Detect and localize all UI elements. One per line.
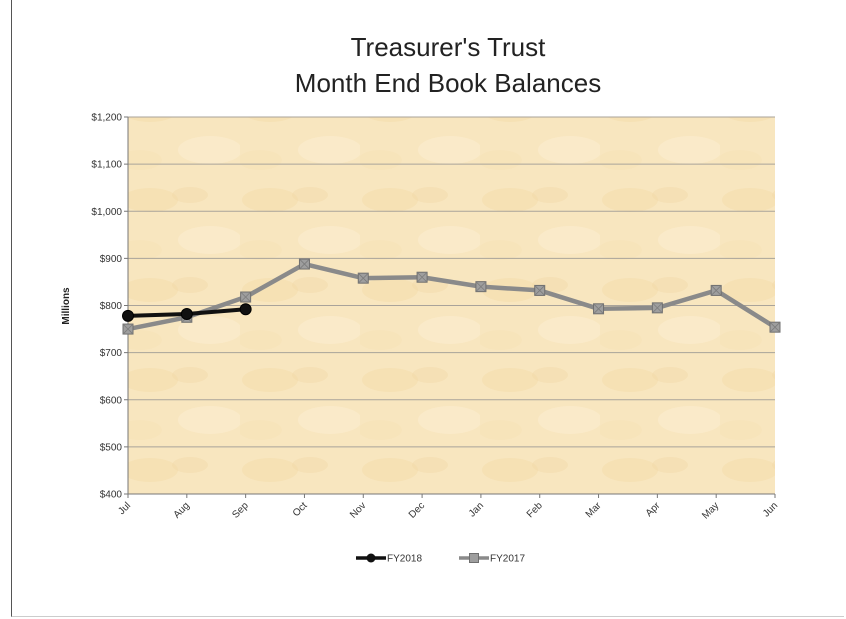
data-point-bevel [710,285,722,296]
x-tick-label: Aug [172,500,192,520]
chart-title-line-1: Treasurer's Trust [351,32,546,62]
data-point-bevel [299,258,310,270]
data-point-bevel [357,272,369,284]
x-tick-label: Jun [761,500,780,519]
data-point-bevel [593,303,604,315]
data-point-bevel [122,323,134,335]
data-point [239,303,252,316]
data-point-bevel [652,302,663,314]
legend-item-fy2017: FY2017 [459,553,525,565]
legend-marker [469,553,479,563]
legend-marker [366,553,376,563]
x-tick-label: May [700,500,721,521]
y-tick-label: $500 [100,442,123,453]
y-tick-label: $900 [100,254,123,265]
data-point-bevel [534,285,546,296]
series-layer [122,258,781,335]
x-tick-label: Dec [407,500,427,520]
series-line [127,261,777,332]
legend-label: FY2017 [490,554,525,565]
chart-frame [11,0,844,617]
legend-label: FY2018 [387,554,422,565]
legend: FY2018 FY2017 [356,553,525,565]
y-tick-label: $1,200 [91,113,122,124]
x-tick-label: Jul [116,500,133,517]
x-tick-label: Apr [644,500,663,519]
x-tick-label: Oct [291,500,310,519]
data-point-bevel [475,281,487,292]
y-axis-ticks: $400 $500 $600 $700 $800 $900 $1,000 $1,100 $1,2… [91,113,129,501]
x-tick-label: Mar [584,500,604,520]
x-axis-ticks: Jul Aug Sep Oct Nov Dec Jan Feb Mar Apr May Jun [116,494,780,521]
data-point-bevel [240,291,251,303]
y-tick-label: $1,100 [91,160,122,171]
x-tick-label: Feb [525,500,545,520]
y-axis-label: Millions [61,287,72,325]
y-tick-label: $700 [100,348,123,359]
data-point [180,307,193,320]
data-point-bevel [416,271,428,283]
y-tick-label: $600 [100,395,123,406]
legend-item-fy2018: FY2018 [356,553,422,565]
x-tick-label: Jan [467,500,486,519]
series-fy2018 [122,303,252,322]
data-point [122,309,134,322]
y-tick-label: $800 [100,301,123,312]
data-point-bevel [769,321,781,333]
y-tick-label: $400 [100,490,123,501]
y-tick-label: $1,000 [91,207,122,218]
chart-title: Treasurer's Trust Month End Book Balance… [295,32,601,98]
x-tick-label: Nov [348,500,368,520]
x-tick-label: Sep [230,500,251,521]
chart-title-line-2: Month End Book Balances [295,68,601,98]
